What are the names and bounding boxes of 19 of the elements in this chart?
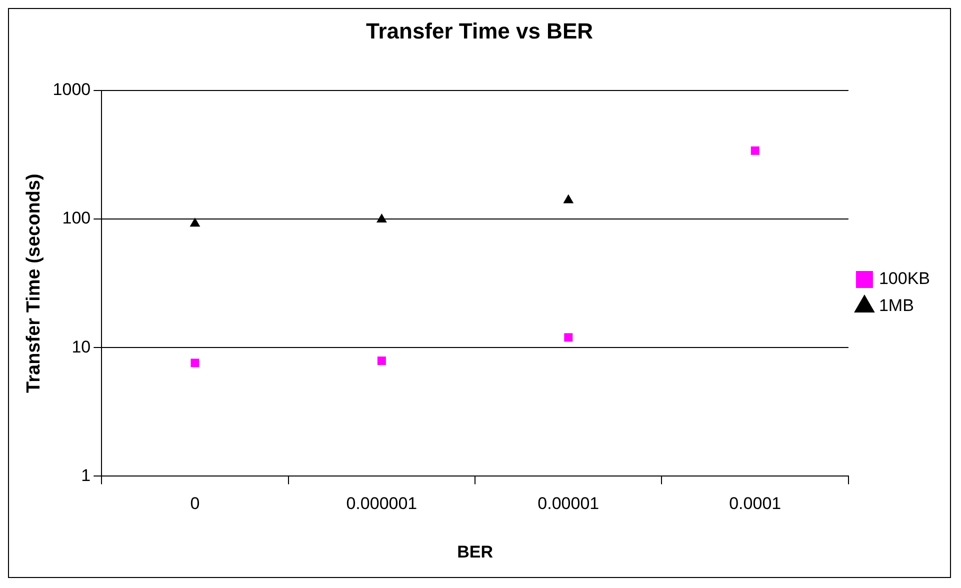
x-tick-label: 0 <box>190 494 200 514</box>
y-axis-title: Transfer Time (seconds) <box>24 174 45 393</box>
x-tick-label: 0.00001 <box>538 494 600 514</box>
point <box>377 356 386 366</box>
point <box>564 333 573 342</box>
y-tick-label: 1000 <box>52 80 91 100</box>
legend-label: 100KB <box>878 269 930 288</box>
x-tick-label: 0.0001 <box>729 494 782 514</box>
point <box>376 214 387 223</box>
point <box>190 218 200 227</box>
point <box>563 194 574 204</box>
y-tick-label: 100 <box>62 208 91 228</box>
x-tick-label: 0.000001 <box>346 494 418 514</box>
x-axis-title: BER <box>457 542 493 562</box>
chart-title: Transfer Time vs BER <box>366 18 594 44</box>
legend-label: 1MB <box>878 296 914 316</box>
y-tick-label: 10 <box>72 337 91 356</box>
point <box>190 358 200 368</box>
y-tick-label: 1 <box>81 466 91 485</box>
